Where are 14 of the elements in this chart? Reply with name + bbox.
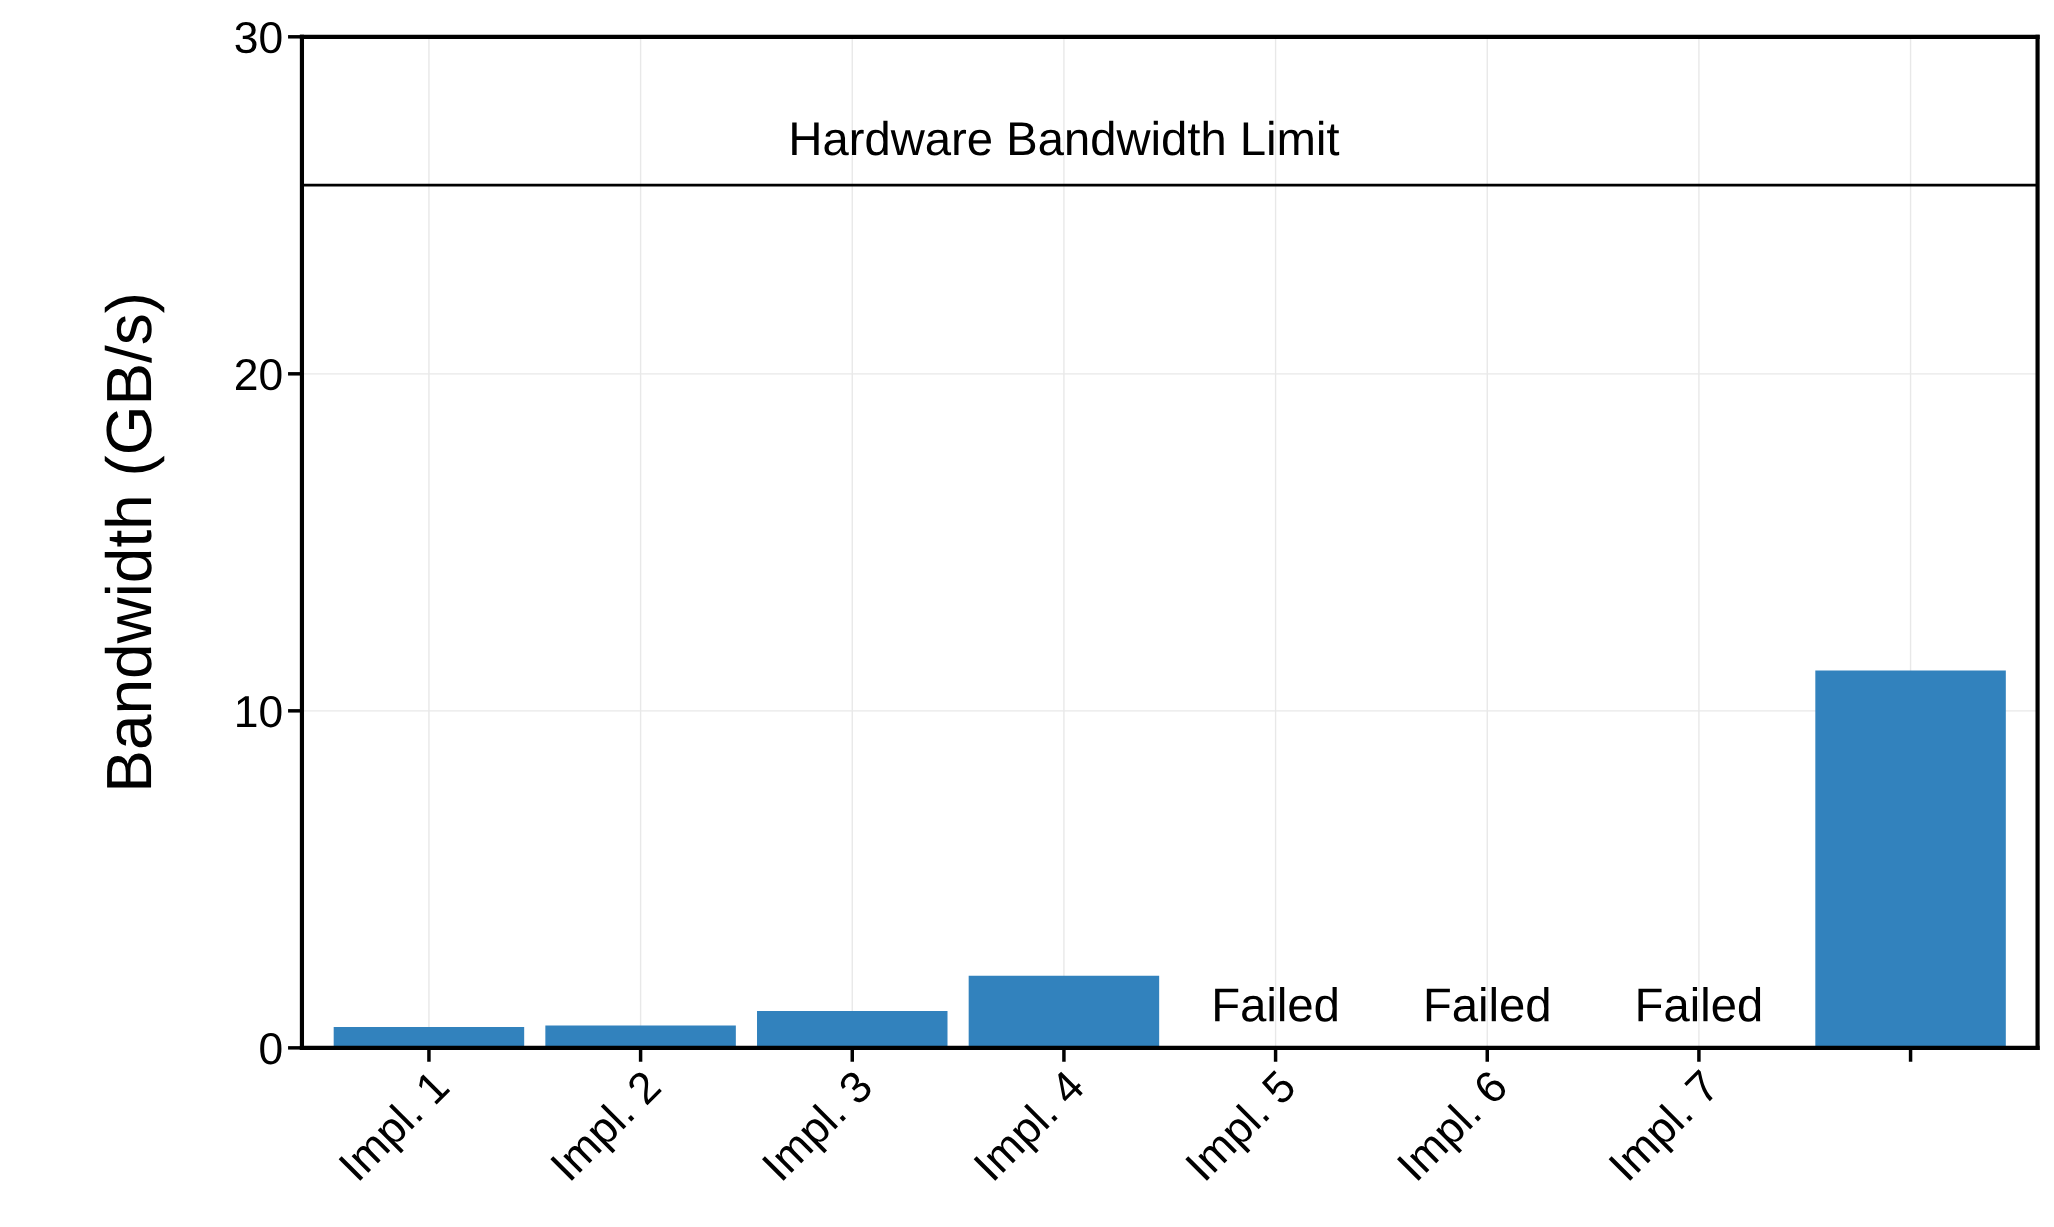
bar <box>333 1026 525 1048</box>
annotation: Failed <box>1638 986 1761 1022</box>
bar <box>968 975 1160 1048</box>
y-tick-label: 10 <box>237 695 282 728</box>
bar <box>1815 670 2006 1048</box>
annotation: Failed <box>1426 986 1549 1022</box>
y-tick-label: 0 <box>260 1032 282 1065</box>
bar <box>545 1025 736 1048</box>
ref-line-label: Hardware Bandwidth Limit <box>792 120 1340 156</box>
y-tick-label: 30 <box>235 21 282 54</box>
y-axis-title: Bandwidth (GB/s) <box>104 295 165 788</box>
bar <box>757 1011 948 1048</box>
y-tick-label: 20 <box>235 358 282 391</box>
annotation: Failed <box>1215 986 1337 1022</box>
